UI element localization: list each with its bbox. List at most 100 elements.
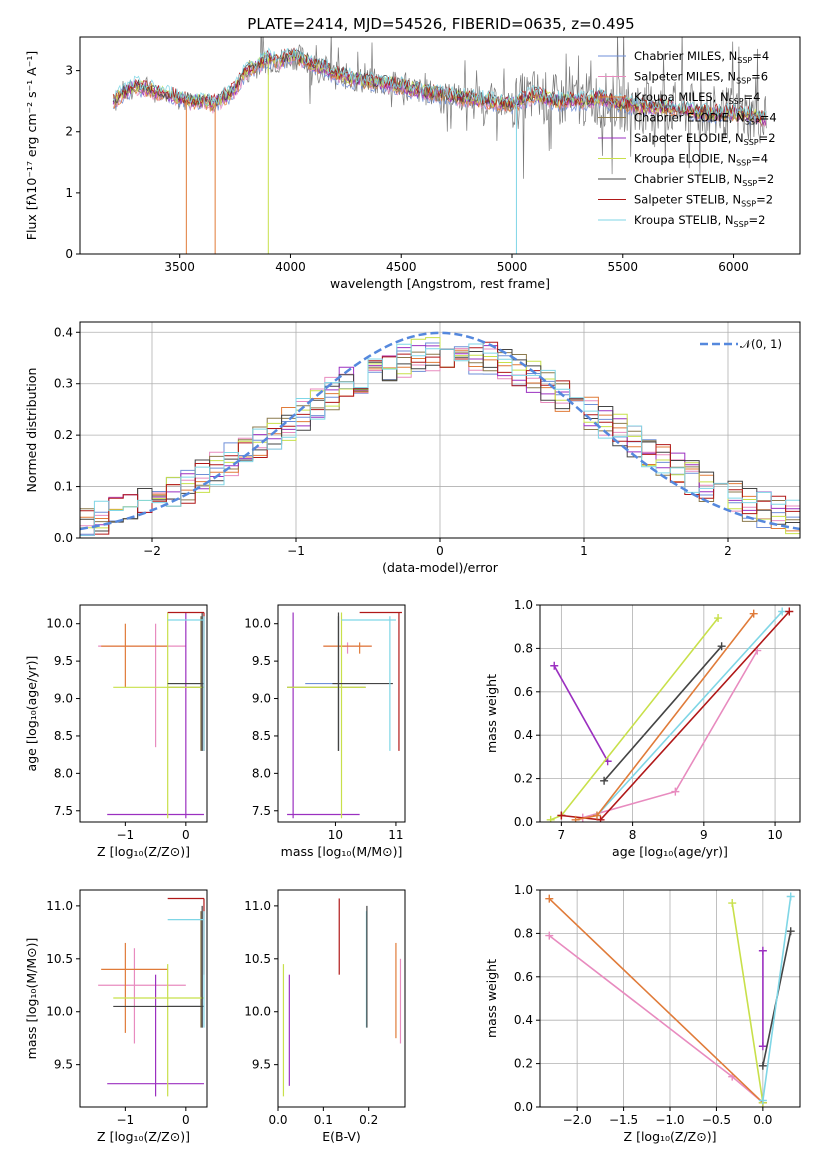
y-tick-label: 1.0	[514, 883, 533, 897]
weight-line	[575, 613, 755, 821]
legend-count: =2	[759, 131, 776, 145]
weight-marker	[571, 815, 580, 822]
x-tick-label: 7	[558, 828, 566, 842]
weight-marker	[671, 787, 680, 796]
x-axis-label: age [log₁₀(age/yr)]	[612, 844, 728, 859]
y-tick-label: 11.0	[244, 899, 271, 913]
legend-entry: Salpeter STELIB, NSSP=2	[634, 193, 773, 209]
residual-histogram	[80, 341, 800, 535]
y-tick-label: 0	[65, 247, 73, 261]
x-tick-label: 8	[629, 828, 637, 842]
y-tick-label: 10.5	[244, 952, 271, 966]
x-tick-label: −1	[117, 828, 135, 842]
spectrum-axes: 3500 4000 4500 5000 5500 6000 0 1 2 3 wavelength […	[24, 36, 801, 291]
x-tick-label: 3500	[164, 260, 195, 274]
x-tick-label: 9	[700, 828, 708, 842]
y-tick-label: 8.0	[54, 766, 73, 780]
x-tick-label: 5000	[497, 260, 528, 274]
y-tick-label: 0.2	[514, 772, 533, 786]
y-tick-label: 0.3	[54, 377, 73, 391]
y-tick-label: 7.5	[252, 804, 271, 818]
y-tick-label: 10.5	[46, 952, 73, 966]
legend-count: =4	[752, 49, 769, 63]
x-tick-label: 6000	[718, 260, 749, 274]
y-axis-label: mass weight	[484, 674, 499, 753]
weight-marker	[758, 1096, 767, 1105]
weight-line	[548, 934, 764, 1104]
y-tick-label: 8.5	[252, 729, 271, 743]
legend-subscript: SSP	[744, 138, 759, 147]
y-axis-label: age [log₁₀(age/yr)]	[24, 656, 39, 772]
legend-entry: 𝒩(0, 1)	[740, 337, 782, 351]
legend-count: =6	[751, 70, 768, 84]
y-tick-label: 0.0	[54, 531, 73, 545]
y-tick-label: 0.6	[514, 685, 533, 699]
axes-frame	[277, 604, 406, 823]
legend-entry: Kroupa STELIB, NSSP=2	[634, 213, 765, 229]
residual-histogram	[80, 343, 800, 536]
residual-histogram	[80, 348, 800, 527]
y-tick-label: 9.5	[54, 654, 73, 668]
x-tick-label: 0.1	[314, 1113, 333, 1127]
axes-frame	[277, 889, 406, 1108]
weight-marker	[592, 811, 601, 820]
axes-frame	[79, 36, 801, 255]
y-tick-label: 8.0	[252, 766, 271, 780]
legend-count: =4	[744, 90, 761, 104]
weight-marker	[546, 815, 555, 822]
y-tick-label: 7.5	[54, 804, 73, 818]
legend-subscript: SSP	[745, 118, 760, 127]
weights_vs_age-axes: 7 8 9 10 0.0 0.2 0.4 0.6 0.8 1.0 age [log₁₀(age/yr…	[484, 598, 801, 859]
x-tick-label: −1	[287, 544, 305, 558]
y-tick-label: 2	[65, 125, 73, 139]
weight-line	[548, 898, 764, 1104]
legend-entry: Kroupa MILES, NSSP=4	[634, 90, 760, 106]
spectrum-model-line	[113, 47, 767, 121]
legend-subscript: SSP	[742, 179, 757, 188]
age_vs_mass-axes: 10 11 7.5 8.0 8.5 9.0 9.5 10.0 mass [log₁₀(M/M⊙)…	[244, 604, 406, 859]
x-tick-label: 0.0	[268, 1113, 287, 1127]
y-tick-label: 1	[65, 186, 73, 200]
y-tick-label: 1.0	[514, 598, 533, 612]
x-tick-label: −1.0	[655, 1113, 684, 1127]
y-tick-label: 10.0	[46, 617, 73, 631]
x-tick-label: −2	[143, 544, 161, 558]
x-tick-label: 2	[724, 544, 732, 558]
legend-entry: Salpeter ELODIE, NSSP=2	[634, 131, 776, 147]
spectrum-plot-area	[112, 37, 767, 254]
x-axis-label: E(B-V)	[322, 1129, 361, 1144]
x-tick-label: 0.0	[753, 1113, 772, 1127]
legend-count: =4	[751, 152, 768, 166]
y-tick-label: 0.0	[514, 1100, 533, 1114]
y-tick-label: 0.4	[514, 728, 533, 742]
weight-marker	[600, 776, 609, 785]
y-tick-label: 11.0	[46, 899, 73, 913]
y-tick-label: 10.0	[244, 1005, 271, 1019]
y-axis-label: mass weight	[484, 959, 499, 1038]
weight-marker	[557, 811, 566, 820]
legend-entry: Chabrier MILES, NSSP=4	[634, 49, 769, 65]
axes-frame	[79, 889, 208, 1108]
weight-line	[596, 610, 783, 817]
weight-marker	[596, 815, 605, 822]
x-axis-label: (data-model)/error	[382, 560, 499, 575]
axes-frame	[539, 604, 801, 823]
x-tick-label: 11	[388, 828, 403, 842]
weight-line	[731, 902, 764, 1103]
residuals-axes: −2 −1 0 1 2 0.0 0.1 0.2 0.3 0.4 (data-model)/error…	[24, 321, 801, 575]
legend-count: =4	[760, 111, 777, 125]
weight-line	[603, 645, 723, 782]
weight-marker	[545, 894, 554, 903]
y-axis-label: mass [log₁₀(M/M⊙)]	[24, 938, 39, 1060]
plots-container: 3500 4000 4500 5000 5500 6000 0 1 2 3 wavelength […	[24, 36, 801, 1144]
y-tick-label: 0.8	[514, 926, 533, 940]
y-tick-label: 0.0	[514, 815, 533, 829]
x-tick-label: 0	[182, 828, 190, 842]
y-tick-label: 9.5	[54, 1058, 73, 1072]
mass_vs_ebv-plot-area	[282, 898, 402, 1097]
y-tick-label: 0.8	[514, 641, 533, 655]
x-tick-label: 4500	[386, 260, 417, 274]
x-axis-label: Z [log₁₀(Z/Z⊙)]	[97, 1129, 190, 1144]
x-tick-label: 10	[767, 828, 782, 842]
weight-marker	[714, 614, 723, 623]
